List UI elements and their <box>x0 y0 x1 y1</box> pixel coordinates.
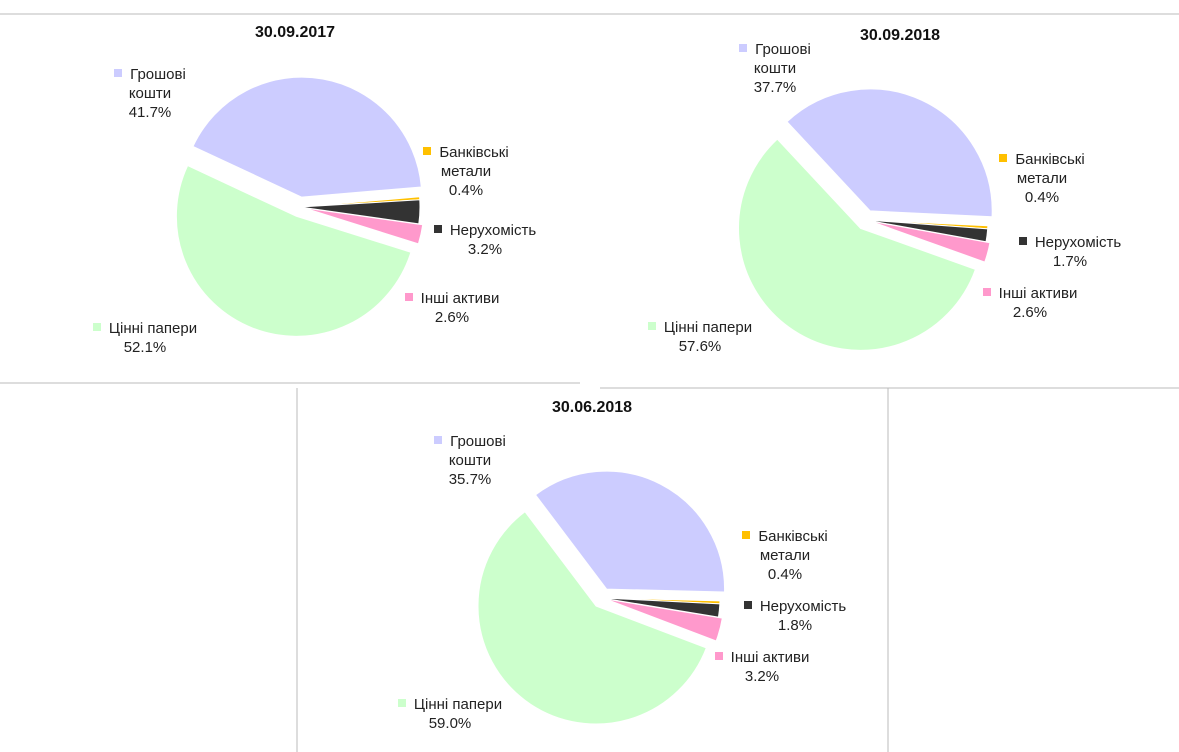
category-label: Банківські метали <box>439 144 509 180</box>
legend-marker <box>114 69 123 77</box>
pie-slice <box>175 164 412 337</box>
legend-marker <box>434 436 443 444</box>
category-label: Інші активи <box>730 649 810 666</box>
pie-slice <box>738 138 977 351</box>
data-label: Банківські метали 0.4% <box>730 527 840 584</box>
category-label: Цінні папери <box>108 320 198 337</box>
legend-marker <box>742 531 751 539</box>
category-label: Цінні папери <box>663 319 753 336</box>
legend-marker <box>92 323 101 331</box>
legend-marker <box>999 154 1008 162</box>
legend-marker <box>433 225 442 233</box>
value-label: 1.7% <box>1052 253 1088 270</box>
data-label: Нерухомість 1.7% <box>1005 233 1135 271</box>
category-label: Банківські метали <box>758 528 828 564</box>
legend-marker <box>714 652 723 660</box>
pie-slice <box>869 220 991 263</box>
category-label: Банківські метали <box>1015 151 1085 187</box>
value-label: 2.6% <box>434 309 470 326</box>
data-label: Цінні папери 59.0% <box>385 695 515 733</box>
category-label: Грошові кошти <box>448 433 506 469</box>
data-label: Цінні папери 57.6% <box>635 318 765 356</box>
category-label: Нерухомість <box>449 222 537 239</box>
data-label: Грошові кошти 35.7% <box>425 432 515 489</box>
legend-marker <box>743 601 752 609</box>
legend-marker <box>423 147 432 155</box>
category-label: Грошові кошти <box>753 41 811 77</box>
value-label: 35.7% <box>448 471 492 488</box>
data-label: Грошові кошти 37.7% <box>730 40 820 97</box>
category-label: Грошові кошти <box>128 66 186 102</box>
pie-slice <box>534 470 726 593</box>
pie-slice <box>192 76 422 198</box>
data-label: Цінні папери 52.1% <box>80 319 210 357</box>
data-label: Інші активи 3.2% <box>697 648 827 686</box>
value-label: 57.6% <box>678 338 722 355</box>
category-label: Нерухомість <box>759 598 847 615</box>
value-label: 41.7% <box>128 104 172 121</box>
data-label: Банківські метали 0.4% <box>411 143 521 200</box>
value-label: 3.2% <box>744 668 780 685</box>
pie-slice <box>786 88 993 218</box>
data-label: Нерухомість 1.8% <box>730 597 860 635</box>
data-label: Банківські метали 0.4% <box>987 150 1097 207</box>
legend-marker <box>404 293 413 301</box>
legend-marker <box>1018 237 1027 245</box>
data-label: Інші активи 2.6% <box>387 289 517 327</box>
data-label: Нерухомість 3.2% <box>420 221 550 259</box>
category-label: Цінні папери <box>413 696 503 713</box>
value-label: 37.7% <box>753 79 797 96</box>
value-label: 1.8% <box>777 617 813 634</box>
value-label: 0.4% <box>767 566 803 583</box>
value-label: 3.2% <box>467 241 503 258</box>
legend-marker <box>647 322 656 330</box>
category-label: Нерухомість <box>1034 234 1122 251</box>
chart-title: 30.09.2018 <box>859 27 941 44</box>
pie-slice <box>605 598 723 642</box>
pie-slice <box>303 207 424 245</box>
value-label: 0.4% <box>1024 189 1060 206</box>
pie-slice <box>477 511 707 725</box>
value-label: 2.6% <box>1012 304 1048 321</box>
category-label: Інші активи <box>998 285 1078 302</box>
data-label: Грошові кошти 41.7% <box>105 65 195 122</box>
legend-marker <box>982 288 991 296</box>
value-label: 59.0% <box>428 715 472 732</box>
value-label: 52.1% <box>123 339 167 356</box>
chart-title: 30.09.2017 <box>254 24 336 41</box>
value-label: 0.4% <box>448 182 484 199</box>
legend-marker <box>397 699 406 707</box>
category-label: Інші активи <box>420 290 500 307</box>
data-label: Інші активи 2.6% <box>965 284 1095 322</box>
legend-marker <box>739 44 748 52</box>
chart-title: 30.06.2018 <box>551 399 633 416</box>
